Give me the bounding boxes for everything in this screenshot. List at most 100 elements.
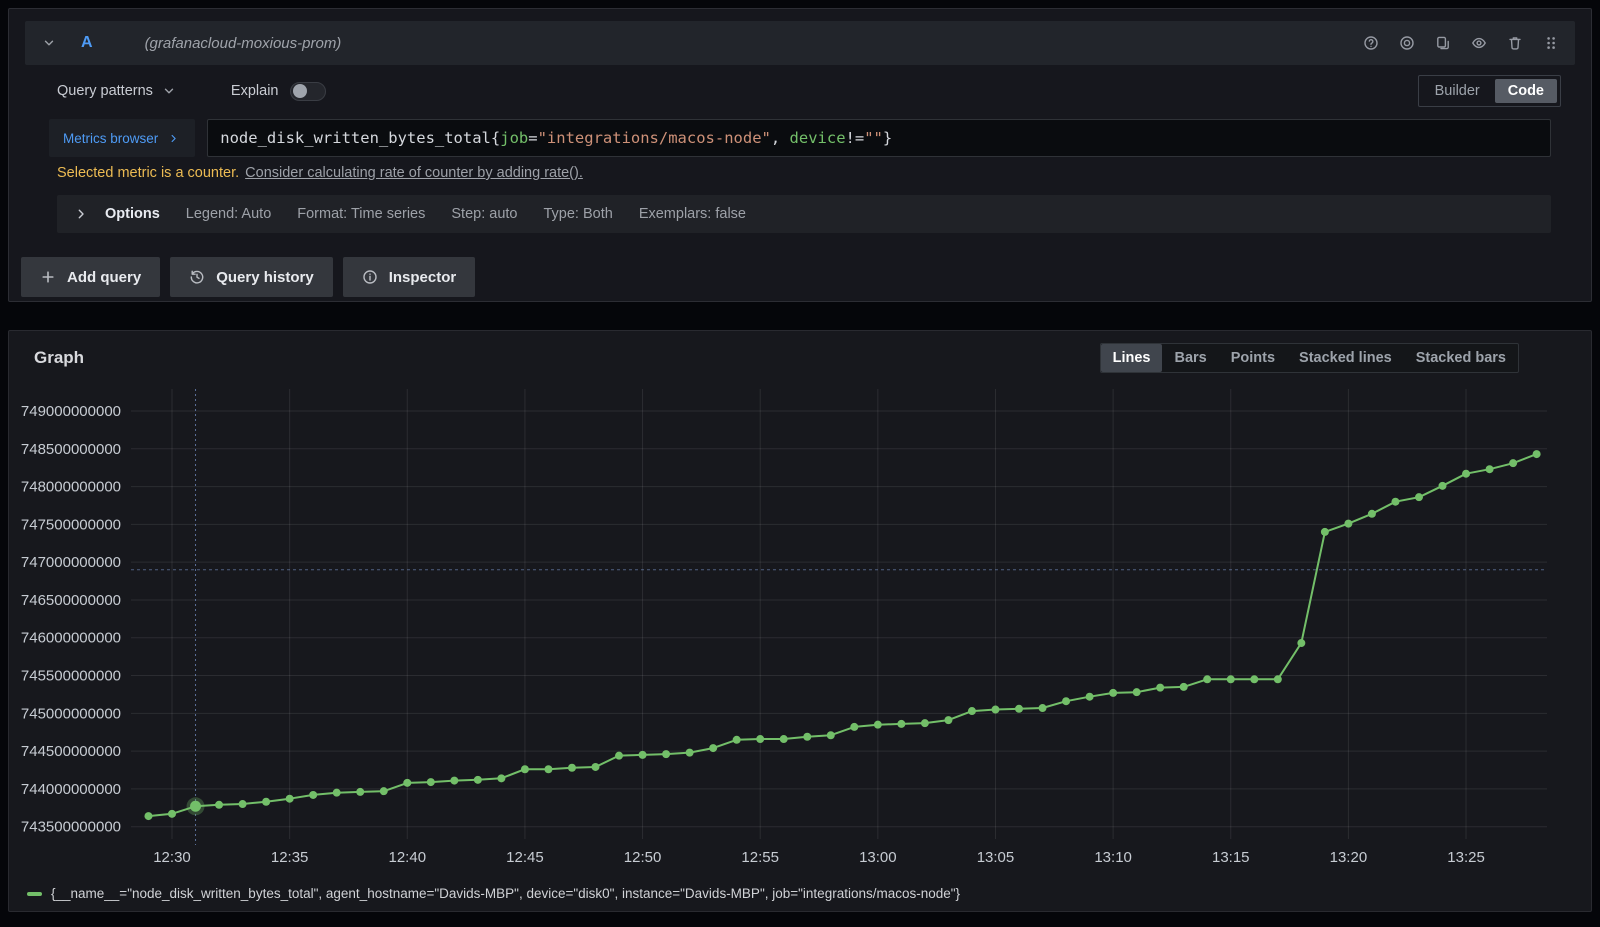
data-point[interactable] (1485, 465, 1494, 474)
data-point[interactable] (1015, 704, 1024, 713)
y-axis-tick-label: 744500000000 (21, 743, 121, 760)
promql-query-input[interactable]: node_disk_written_bytes_total{job = "integ… (207, 119, 1551, 157)
data-point[interactable] (309, 790, 318, 799)
duplicate-query-icon[interactable] (1435, 35, 1451, 51)
data-point[interactable] (1532, 450, 1541, 459)
x-axis-tick-label: 12:45 (506, 849, 544, 866)
data-point[interactable] (1179, 682, 1188, 691)
data-point[interactable] (920, 719, 929, 728)
mode-code[interactable]: Code (1494, 79, 1557, 103)
data-point[interactable] (1273, 675, 1282, 684)
tab-stacked-lines[interactable]: Stacked lines (1299, 350, 1392, 366)
x-axis-tick-label: 12:50 (624, 849, 662, 866)
data-point[interactable] (1203, 675, 1212, 684)
data-point[interactable] (285, 794, 294, 803)
add-query-button[interactable]: Add query (21, 257, 161, 297)
data-point[interactable] (1038, 704, 1047, 713)
drag-handle-icon[interactable] (1543, 35, 1559, 51)
data-point[interactable] (426, 778, 435, 787)
x-axis-tick-label: 13:05 (977, 849, 1015, 866)
data-point[interactable] (1297, 639, 1306, 648)
data-point[interactable] (1109, 688, 1118, 697)
data-point[interactable] (1062, 697, 1071, 706)
data-point[interactable] (756, 735, 765, 744)
data-point[interactable] (850, 722, 859, 731)
query-row-header[interactable]: A (grafanacloud-moxious-prom) (25, 21, 1575, 65)
add-rate-link[interactable]: Consider calculating rate of counter by … (245, 165, 583, 181)
data-point[interactable] (1344, 519, 1353, 528)
data-point[interactable] (1367, 509, 1376, 518)
data-point[interactable] (1391, 497, 1400, 506)
metrics-browser-button[interactable]: Metrics browser (49, 119, 196, 157)
data-point[interactable] (1250, 675, 1259, 684)
collapse-query-icon[interactable] (41, 35, 57, 51)
time-series-chart[interactable]: 749000000000 748500000000 748000000000 7475… (9, 331, 1593, 913)
y-axis-tick-label: 748000000000 (21, 479, 121, 496)
data-point[interactable] (873, 720, 882, 729)
legend-series-label[interactable]: {__name__="node_disk_written_bytes_total… (51, 886, 961, 901)
data-point[interactable] (1156, 683, 1165, 692)
data-point[interactable] (685, 748, 694, 757)
tab-bars[interactable]: Bars (1174, 350, 1207, 366)
data-point[interactable] (262, 797, 271, 806)
data-point[interactable] (215, 800, 224, 809)
data-point[interactable] (520, 765, 529, 774)
data-point[interactable] (544, 765, 553, 774)
x-axis-tick-label: 13:20 (1330, 849, 1368, 866)
query-history-button[interactable]: Query history (170, 257, 333, 297)
x-axis-tick-label: 13:00 (859, 849, 897, 866)
option-summary-item: Exemplars: false (638, 206, 746, 222)
mode-builder[interactable]: Builder (1434, 83, 1480, 99)
options-expand-icon[interactable] (73, 206, 89, 222)
data-point[interactable] (1438, 481, 1447, 490)
data-point[interactable] (450, 776, 459, 785)
data-point[interactable] (1462, 469, 1471, 478)
tab-stacked-bars[interactable]: Stacked bars (1415, 350, 1506, 366)
explain-toggle[interactable] (290, 81, 327, 101)
record-icon[interactable] (1399, 35, 1415, 51)
data-point[interactable] (662, 750, 671, 759)
query-token: = (528, 129, 538, 147)
data-point[interactable] (567, 763, 576, 772)
data-point[interactable] (709, 744, 718, 753)
data-point[interactable] (591, 762, 600, 771)
series-line[interactable] (148, 453, 1537, 818)
options-bar[interactable]: Options Legend: Auto Format: Time series S… (57, 195, 1551, 233)
data-point[interactable] (356, 787, 365, 796)
tab-lines[interactable]: Lines (1100, 344, 1163, 372)
data-point[interactable] (826, 731, 835, 740)
data-point[interactable] (1226, 675, 1235, 684)
delete-query-trash-icon[interactable] (1507, 35, 1523, 51)
data-point[interactable] (779, 735, 788, 744)
data-point[interactable] (332, 788, 341, 797)
data-point[interactable] (991, 705, 1000, 714)
data-point[interactable] (1320, 527, 1329, 536)
query-patterns-label: Query patterns (57, 83, 153, 99)
data-point[interactable] (1509, 459, 1518, 468)
data-point[interactable] (473, 775, 482, 784)
inspector-button[interactable]: Inspector (342, 257, 476, 297)
query-patterns-button[interactable]: Query patterns (57, 83, 177, 99)
data-point[interactable] (1085, 692, 1094, 701)
data-point[interactable] (638, 750, 647, 759)
data-point[interactable] (168, 809, 176, 818)
data-point[interactable] (497, 774, 506, 783)
data-point[interactable] (897, 719, 906, 728)
query-row-actions (1363, 35, 1559, 51)
data-point[interactable] (1414, 493, 1423, 502)
data-point[interactable] (379, 787, 388, 796)
help-icon[interactable] (1363, 35, 1379, 51)
data-point[interactable] (238, 800, 247, 809)
hide-query-eye-icon[interactable] (1471, 35, 1487, 51)
data-point[interactable] (803, 732, 812, 741)
hovered-data-point[interactable] (190, 800, 202, 812)
data-point[interactable] (1132, 688, 1141, 697)
legend-series-swatch[interactable] (27, 891, 42, 896)
tab-points[interactable]: Points (1230, 350, 1276, 366)
data-point[interactable] (967, 707, 976, 716)
data-point[interactable] (144, 812, 153, 821)
data-point[interactable] (615, 751, 624, 760)
data-point[interactable] (403, 778, 412, 787)
data-point[interactable] (732, 735, 741, 744)
data-point[interactable] (944, 716, 953, 725)
